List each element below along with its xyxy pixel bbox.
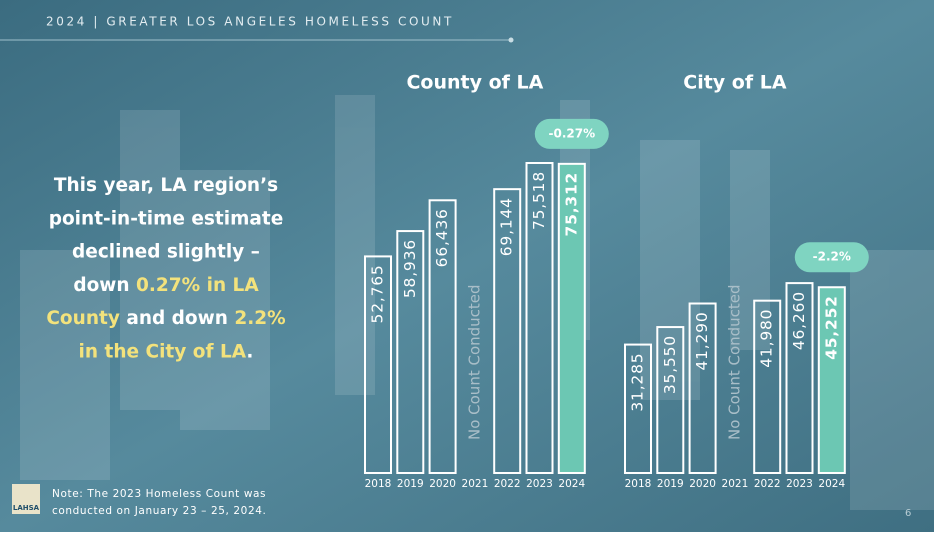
bar [753,299,782,475]
bar [396,230,425,474]
x-tick-label: 2019 [397,478,424,490]
annotation: -0.27% [548,126,595,140]
x-tick-label: 2024 [558,478,585,490]
value-label: 75,518 [530,171,548,230]
value-label: 46,260 [790,291,808,350]
logo-box [12,484,40,514]
annotation-badge [794,242,869,273]
summary-line: down 0.27% in LA [73,275,259,296]
summary-text: in the City of LA [79,342,247,363]
note-line: Note: The 2023 Homeless Count was [52,488,266,500]
skyline [20,95,934,510]
summary-text: County [46,308,120,329]
x-tick-label: 2024 [818,478,845,490]
x-tick-label: 2018 [625,478,652,490]
summary-text: and down [120,308,234,329]
summary-line: This year, LA region’s [54,175,278,196]
value-label: 35,550 [661,335,679,394]
page-number: 6 [905,508,911,519]
x-tick-label: 2023 [786,478,813,490]
chart-title: County of LA [406,72,543,94]
summary-text: This year, LA region’s [54,175,278,196]
annotation: No Count Conducted [725,284,743,440]
bar [525,162,554,474]
x-tick-label: 2019 [657,478,684,490]
bar [493,188,522,474]
value-label: 66,436 [433,208,451,267]
summary-text: point-in-time estimate [49,208,284,229]
bar [428,199,457,475]
summary-line: County and down 2.2% [46,308,285,329]
value-label: 31,285 [629,353,647,412]
bar [656,326,685,474]
x-tick-label: 2022 [494,478,521,490]
x-tick-label: 2020 [689,478,716,490]
header-dot [508,37,514,43]
bar [688,302,717,474]
x-tick-label: 2021 [722,478,749,490]
bar [557,162,586,475]
value-label: 41,980 [758,309,776,368]
header: 2024 | GREATER LOS ANGELES HOMELESS COUN… [46,15,454,29]
summary-text: down [73,275,136,296]
summary-line: in the City of LA. [79,342,254,363]
summary-text: 2.2% [234,308,285,329]
note-line: conducted on January 23 – 25, 2024. [52,505,266,517]
x-tick-label: 2023 [526,478,553,490]
bar [785,282,814,474]
x-tick-label: 2021 [462,478,489,490]
chart-title: City of LA [683,72,787,94]
value-label: 52,765 [369,264,387,323]
summary-text: declined slightly – [72,242,260,263]
x-tick-label: 2020 [429,478,456,490]
bar [364,255,392,474]
value-label: 69,144 [498,197,516,256]
bar [624,343,652,474]
summary: This year, LA region’s point-in-time esti… [46,175,285,363]
value-label: 58,936 [401,239,419,298]
value-label: 75,312 [562,172,580,237]
summary-text: 0.27% in LA [136,275,259,296]
value-label: 45,252 [822,295,840,360]
summary-text: . [246,342,253,363]
x-tick-label: 2022 [754,478,781,490]
annotation: -2.2% [813,250,851,264]
bar [817,286,846,474]
annotation: No Count Conducted [465,284,483,440]
summary-line: declined slightly – [72,242,260,263]
value-label: 41,290 [693,312,711,371]
summary-line: point-in-time estimate [49,208,284,229]
x-tick-label: 2018 [365,478,392,490]
logo: LAHSA [13,504,40,512]
annotation-badge [534,118,609,149]
